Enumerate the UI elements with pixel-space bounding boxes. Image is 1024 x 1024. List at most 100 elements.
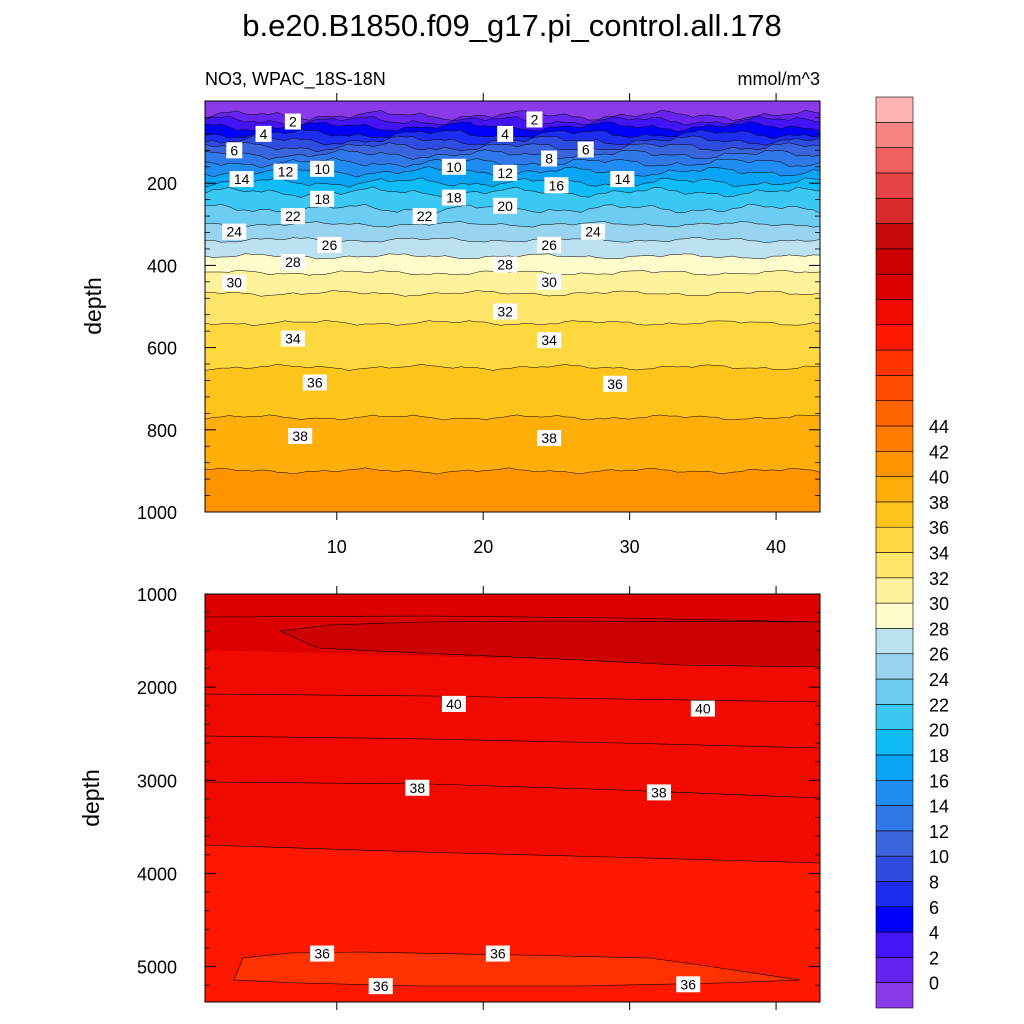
contour-label-box <box>273 163 298 180</box>
contour-label-box <box>441 189 466 206</box>
x-tick-label: 10 <box>327 537 347 557</box>
upper-band-36 <box>205 364 820 420</box>
contour-label-box <box>280 208 305 225</box>
upper-contour-40 <box>205 467 820 475</box>
contour-label-text: 40 <box>446 696 462 712</box>
y-tick-label: 600 <box>147 339 177 359</box>
y-tick-label: 4000 <box>137 864 177 884</box>
colorbar-tick-label: 2 <box>929 948 939 968</box>
colorbar-swatch <box>875 653 914 680</box>
contour-label-box <box>310 945 335 962</box>
contour-label: 38 <box>405 779 430 796</box>
upper-band-12 <box>205 149 820 168</box>
contour-label-box <box>493 164 518 181</box>
contour-label-box <box>226 142 243 159</box>
contour-label-box <box>537 273 562 290</box>
contour-label-text: 38 <box>410 780 426 796</box>
colorbar-swatch <box>875 526 914 553</box>
colorbar-swatch <box>875 197 914 224</box>
contour-label-text: 6 <box>230 142 238 158</box>
contour-label: 4 <box>497 125 514 142</box>
contour-label: 38 <box>646 784 671 801</box>
colorbar-swatch <box>875 906 914 933</box>
upper-band-24 <box>205 221 820 243</box>
contour-label-text: 10 <box>314 161 330 177</box>
contour-label: 40 <box>441 695 466 712</box>
colorbar-swatch <box>875 855 914 882</box>
lower-axis-ticks: 1000 2000 3000 4000 5000 <box>137 585 820 1010</box>
contour-label-text: 4 <box>501 126 509 142</box>
contour-label-box <box>280 254 305 271</box>
colorbar-tick-label: 20 <box>929 721 949 741</box>
colorbar-swatch <box>875 881 914 908</box>
chart-subtitle-variable: NO3, WPAC_18S-18N <box>205 69 386 90</box>
contour-label-text: 36 <box>607 376 623 392</box>
contour-label-text: 36 <box>373 978 389 994</box>
colorbar-swatch <box>875 96 914 123</box>
contour-label-box <box>493 197 518 214</box>
contour-label: 10 <box>310 160 335 177</box>
upper-band-10 <box>205 142 820 160</box>
colorbar-tick-label: 30 <box>929 594 949 614</box>
contour-label: 16 <box>544 177 569 194</box>
contour-label-box <box>497 125 514 142</box>
colorbar-swatch <box>875 982 914 1009</box>
contour-label: 22 <box>412 208 437 225</box>
contour-label-text: 10 <box>446 159 462 175</box>
contour-label-box <box>526 111 543 128</box>
contour-label-text: 8 <box>545 151 553 167</box>
lower-contour-labels: 40 40 38 38 36 36 36 36 <box>310 695 715 995</box>
colorbar-tick-label: 38 <box>929 493 949 513</box>
contour-label-text: 22 <box>417 208 433 224</box>
contour-label-box <box>485 945 510 962</box>
y-tick-label: 800 <box>147 421 177 441</box>
upper-band--2 <box>205 101 820 121</box>
colorbar-swatch <box>875 957 914 983</box>
upper-y-axis-label: depth <box>80 277 106 335</box>
chart-title: b.e20.B1850.f09_g17.pi_control.all.178 <box>242 8 782 43</box>
upper-contour-20 <box>205 186 820 198</box>
contour-label: 12 <box>273 163 298 180</box>
contour-label-text: 38 <box>651 784 667 800</box>
upper-band-30 <box>205 270 820 297</box>
contour-label: 36 <box>485 945 510 962</box>
contour-label: 24 <box>581 223 606 240</box>
contour-label: 34 <box>537 332 562 349</box>
contour-label: 4 <box>255 125 272 142</box>
contour-label: 18 <box>441 189 466 206</box>
contour-label: 36 <box>603 375 627 392</box>
contour-label: 36 <box>368 978 393 995</box>
colorbar-tick-label: 24 <box>929 670 949 690</box>
lower-contour-line <box>279 620 820 632</box>
contour-label-text: 36 <box>490 946 506 962</box>
contour-label-text: 2 <box>289 114 297 130</box>
contour-label: 28 <box>493 256 518 273</box>
contour-label: 30 <box>222 274 247 291</box>
colorbar-tick-label: 8 <box>929 872 939 892</box>
colorbar-tick-label: 36 <box>929 518 949 538</box>
colorbar-swatch <box>875 501 914 528</box>
contour-label-box <box>222 274 247 291</box>
colorbar-tick-label: 34 <box>929 544 949 564</box>
contour-label-text: 26 <box>322 237 338 253</box>
contour-label-box <box>288 427 313 444</box>
colorbar-swatch <box>875 628 914 655</box>
lower-contour-line <box>205 735 820 749</box>
lower-contour-line <box>205 693 820 703</box>
contour-label-box <box>412 208 437 225</box>
lower-region-40-42 <box>280 621 820 667</box>
upper-contour-28 <box>205 253 820 260</box>
contour-label-text: 12 <box>497 165 513 181</box>
contour-label-box <box>368 978 393 995</box>
y-tick-label: 1000 <box>137 585 177 605</box>
upper-axis-ticks: 200 400 600 800 1000 10 20 30 40 <box>137 93 820 557</box>
contour-label: 34 <box>280 330 305 347</box>
upper-contour-38 <box>205 414 820 421</box>
colorbar-tick-label: 44 <box>929 417 949 437</box>
colorbar-tick-label: 12 <box>929 822 949 842</box>
contour-label-box <box>537 236 562 253</box>
contour-label-text: 26 <box>541 237 557 253</box>
contour-label-text: 14 <box>615 171 631 187</box>
upper-band-22 <box>205 204 820 228</box>
